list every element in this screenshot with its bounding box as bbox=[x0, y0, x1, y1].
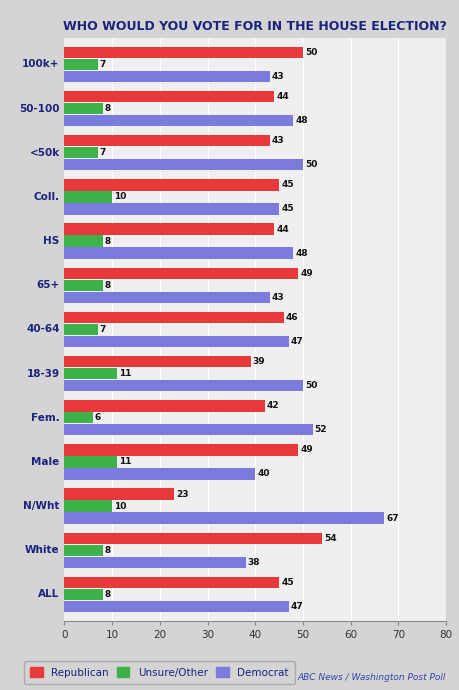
Text: 47: 47 bbox=[290, 337, 302, 346]
Text: 50: 50 bbox=[304, 48, 317, 57]
Text: 52: 52 bbox=[314, 425, 326, 434]
Text: 10: 10 bbox=[114, 502, 126, 511]
Text: 8: 8 bbox=[104, 590, 111, 599]
Text: 43: 43 bbox=[271, 72, 284, 81]
Text: ALL: ALL bbox=[38, 589, 60, 600]
Legend: Republican, Unsure/Other, Democrat: Republican, Unsure/Other, Democrat bbox=[24, 661, 294, 684]
Bar bbox=[64, 71, 269, 82]
Bar bbox=[64, 248, 293, 259]
Text: 10: 10 bbox=[114, 193, 126, 201]
Text: 43: 43 bbox=[271, 137, 284, 146]
Bar bbox=[64, 577, 279, 588]
Text: 8: 8 bbox=[104, 546, 111, 555]
Text: 18-39: 18-39 bbox=[27, 368, 60, 379]
Text: 47: 47 bbox=[290, 602, 302, 611]
Text: 48: 48 bbox=[295, 116, 308, 125]
Bar bbox=[64, 103, 102, 115]
Text: 43: 43 bbox=[271, 293, 284, 302]
Text: 49: 49 bbox=[300, 269, 312, 278]
Text: 100k+: 100k+ bbox=[22, 59, 60, 70]
Text: 50: 50 bbox=[304, 160, 317, 169]
Bar bbox=[64, 356, 250, 367]
Text: 7: 7 bbox=[100, 148, 106, 157]
Text: Male: Male bbox=[31, 457, 60, 467]
Bar bbox=[64, 412, 93, 424]
Bar bbox=[64, 159, 302, 170]
Bar bbox=[64, 135, 269, 146]
Bar bbox=[64, 469, 255, 480]
Text: 48: 48 bbox=[295, 248, 308, 257]
Text: 11: 11 bbox=[118, 457, 131, 466]
Text: 40: 40 bbox=[257, 469, 269, 478]
Bar bbox=[64, 444, 297, 455]
Text: 8: 8 bbox=[104, 281, 111, 290]
Bar bbox=[64, 489, 174, 500]
Text: 50-100: 50-100 bbox=[19, 104, 60, 114]
Bar bbox=[64, 544, 102, 556]
Bar bbox=[64, 589, 102, 600]
Text: 45: 45 bbox=[280, 181, 293, 190]
Text: 49: 49 bbox=[300, 446, 312, 455]
Title: WHO WOULD YOU VOTE FOR IN THE HOUSE ELECTION?: WHO WOULD YOU VOTE FOR IN THE HOUSE ELEC… bbox=[63, 19, 446, 32]
Bar bbox=[64, 312, 283, 323]
Bar bbox=[64, 191, 112, 203]
Text: 11: 11 bbox=[118, 369, 131, 378]
Text: 44: 44 bbox=[276, 92, 288, 101]
Text: 38: 38 bbox=[247, 558, 260, 566]
Bar bbox=[64, 47, 302, 58]
Bar bbox=[64, 235, 102, 247]
Bar bbox=[64, 533, 321, 544]
Text: White: White bbox=[25, 545, 60, 555]
Text: 23: 23 bbox=[176, 490, 188, 499]
Text: ABC News / Washington Post Poll: ABC News / Washington Post Poll bbox=[297, 673, 445, 682]
Bar bbox=[64, 400, 264, 411]
Text: 67: 67 bbox=[385, 513, 398, 522]
Bar bbox=[64, 115, 293, 126]
Text: 44: 44 bbox=[276, 225, 288, 234]
Bar bbox=[64, 292, 269, 303]
Text: Coll.: Coll. bbox=[34, 192, 60, 202]
Bar bbox=[64, 324, 98, 335]
Text: N/Wht: N/Wht bbox=[23, 501, 60, 511]
Bar bbox=[64, 601, 288, 612]
Bar bbox=[64, 224, 274, 235]
Text: 42: 42 bbox=[266, 402, 279, 411]
Bar bbox=[64, 91, 274, 102]
Bar bbox=[64, 179, 279, 190]
Bar bbox=[64, 368, 117, 380]
Bar bbox=[64, 456, 117, 468]
Text: Fem.: Fem. bbox=[31, 413, 60, 423]
Bar bbox=[64, 424, 312, 435]
Text: 7: 7 bbox=[100, 60, 106, 69]
Text: 6: 6 bbox=[95, 413, 101, 422]
Bar bbox=[64, 59, 98, 70]
Text: 40-64: 40-64 bbox=[26, 324, 60, 335]
Bar bbox=[64, 204, 279, 215]
Bar bbox=[64, 380, 302, 391]
Text: HS: HS bbox=[43, 236, 60, 246]
Bar bbox=[64, 557, 245, 568]
Text: 46: 46 bbox=[285, 313, 298, 322]
Bar bbox=[64, 500, 112, 512]
Text: 7: 7 bbox=[100, 325, 106, 334]
Bar bbox=[64, 336, 288, 347]
Text: 45: 45 bbox=[280, 204, 293, 213]
Text: 45: 45 bbox=[280, 578, 293, 587]
Text: <50k: <50k bbox=[29, 148, 60, 158]
Text: 50: 50 bbox=[304, 381, 317, 390]
Bar bbox=[64, 147, 98, 159]
Bar bbox=[64, 513, 383, 524]
Text: 8: 8 bbox=[104, 237, 111, 246]
Text: 54: 54 bbox=[323, 534, 336, 543]
Text: 8: 8 bbox=[104, 104, 111, 113]
Text: 65+: 65+ bbox=[36, 280, 60, 290]
Text: 39: 39 bbox=[252, 357, 264, 366]
Bar bbox=[64, 279, 102, 291]
Bar bbox=[64, 268, 297, 279]
